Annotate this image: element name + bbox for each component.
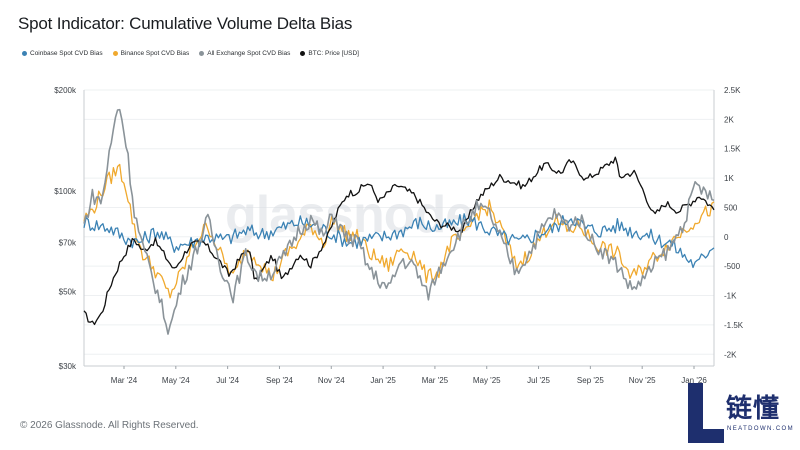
legend-label: All Exchange Spot CVD Bias	[207, 50, 291, 57]
right-tick-label: -1.5K	[724, 321, 744, 330]
series-line	[83, 213, 715, 269]
legend: Coinbase Spot CVD Bias Binance Spot CVD B…	[22, 50, 359, 57]
right-tick-label: -1K	[724, 292, 737, 301]
legend-label: BTC: Price [USD]	[308, 50, 359, 57]
left-tick-label: $30k	[59, 362, 77, 371]
legend-label: Coinbase Spot CVD Bias	[30, 50, 103, 57]
right-tick-label: 1K	[724, 174, 734, 183]
x-tick-label: Jan '25	[370, 376, 396, 385]
right-tick-label: 2K	[724, 115, 734, 124]
x-tick-label: Sep '25	[577, 376, 604, 385]
L-logo-icon	[688, 383, 724, 443]
series-line	[83, 156, 715, 326]
x-tick-label: Nov '24	[318, 376, 345, 385]
x-tick-label: Sep '24	[266, 376, 293, 385]
logo-text: 链懂	[726, 394, 781, 424]
legend-item[interactable]: Binance Spot CVD Bias	[112, 50, 190, 57]
left-tick-label: $100k	[54, 187, 77, 196]
x-tick-label: May '25	[473, 376, 501, 385]
series-lines	[83, 108, 715, 335]
right-tick-label: 2.5K	[724, 86, 741, 95]
logo-subtext: NEATDOWN.COM	[727, 426, 795, 432]
left-tick-label: $50k	[59, 288, 77, 297]
legend-item[interactable]: Coinbase Spot CVD Bias	[22, 50, 103, 57]
legend-dot-icon	[199, 51, 205, 56]
right-tick-label: -2K	[724, 350, 737, 359]
x-tick-label: May '24	[162, 376, 190, 385]
x-tick-label: Jul '25	[527, 376, 550, 385]
copyright-text: © 2026 Glassnode. All Rights Reserved.	[20, 420, 199, 431]
series-line	[83, 163, 715, 299]
series-line	[83, 108, 715, 335]
x-tick-label: Nov '25	[629, 376, 656, 385]
x-axis: Mar '24 May '24 Jul '24 Sep '24 Nov '24 Jan '…	[111, 366, 707, 385]
right-axis: 2.5K 2K 1.5K 1K 500 0 -500 -1K -1.5K -2K	[724, 86, 744, 359]
right-tick-label: 0	[724, 233, 729, 242]
x-tick-label: Mar '25	[422, 376, 449, 385]
legend-dot-icon	[22, 51, 27, 56]
left-axis: $200k $100k $70k $50k $30k	[54, 86, 77, 371]
legend-dot-icon	[300, 51, 306, 56]
legend-dot-icon	[112, 51, 118, 56]
x-tick-label: Mar '24	[111, 376, 138, 385]
legend-item[interactable]: All Exchange Spot CVD Bias	[199, 50, 290, 57]
left-tick-label: $200k	[54, 86, 77, 95]
chart-grid	[83, 89, 715, 367]
right-tick-label: 500	[724, 203, 738, 212]
legend-item[interactable]: BTC: Price [USD]	[300, 50, 359, 57]
left-tick-label: $70k	[59, 239, 77, 248]
chart-title: Spot Indicator: Cumulative Volume Delta …	[18, 14, 353, 33]
right-tick-label: 1.5K	[724, 145, 741, 154]
x-tick-label: Jul '24	[216, 376, 239, 385]
legend-label: Binance Spot CVD Bias	[120, 50, 190, 57]
right-tick-label: -500	[724, 262, 741, 271]
x-tick-label: Jan '26	[681, 376, 707, 385]
